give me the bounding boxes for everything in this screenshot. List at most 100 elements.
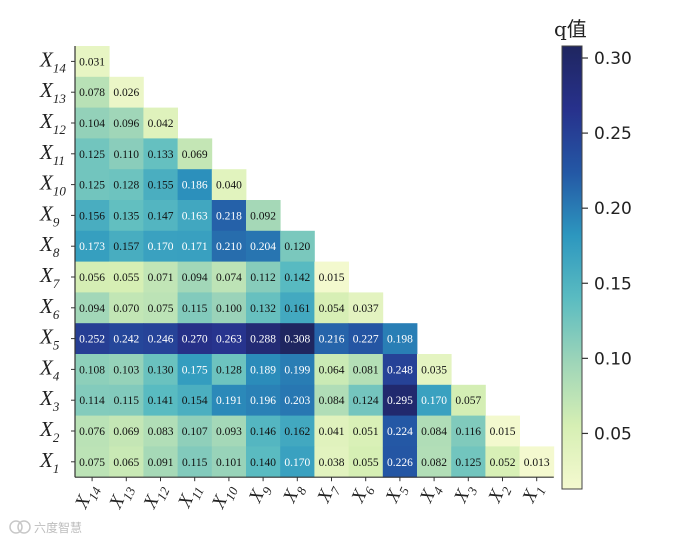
heatmap-cell (109, 230, 144, 262)
cell-value: 0.037 (353, 303, 379, 315)
label-subscript: 9 (53, 214, 60, 229)
label-subscript: 10 (222, 484, 241, 503)
cell-value: 0.170 (284, 457, 310, 469)
heatmap-cell (177, 446, 213, 478)
heatmap-cell (382, 384, 418, 416)
watermark-text: 六度智慧 (34, 520, 82, 535)
cell-value: 0.196 (250, 395, 276, 407)
heatmap-cell (348, 323, 384, 355)
label-subscript: 1 (53, 461, 60, 476)
heatmap-cell (75, 107, 110, 139)
column-label: X8 (279, 480, 310, 508)
label-base: X (39, 355, 54, 379)
colorbar-title: q值 (554, 17, 587, 41)
heatmap-cell (280, 230, 315, 262)
colorbar-tick-label: 0.20 (594, 199, 632, 219)
cell-value: 0.056 (79, 272, 105, 284)
cell-value: 0.108 (79, 364, 105, 376)
cell-value: 0.140 (250, 457, 276, 469)
cell-value: 0.191 (216, 395, 242, 407)
cell-value: 0.270 (182, 334, 208, 346)
label-subscript: 13 (53, 91, 67, 106)
cell-value: 0.065 (113, 457, 139, 469)
heatmap-cell (314, 446, 349, 478)
heatmap-cell (246, 323, 281, 355)
colorbar-tick-label: 0.25 (594, 124, 632, 144)
heatmap-cell (143, 169, 178, 201)
heatmap-cell (211, 354, 247, 386)
cell-value: 0.075 (148, 303, 174, 315)
colorbar-tick-label: 0.10 (594, 349, 632, 369)
cell-value: 0.295 (387, 395, 413, 407)
cell-value: 0.107 (182, 426, 208, 438)
heatmap-cell (348, 415, 384, 447)
heatmap-cell (177, 169, 213, 201)
cell-value: 0.094 (182, 272, 208, 284)
heatmap-cell (177, 415, 213, 447)
cell-value: 0.104 (79, 118, 105, 130)
cell-value: 0.103 (113, 364, 139, 376)
heatmap-cell (211, 415, 247, 447)
column-label: X12 (139, 480, 173, 514)
cell-value: 0.154 (182, 395, 208, 407)
cell-value: 0.198 (387, 334, 413, 346)
row-label: X6 (39, 294, 60, 322)
heatmap-cell-labels: 0.031 0.078 0.026 0.104 0.096 0.042 0.125 0.110… (79, 56, 550, 468)
row-label: X9 (39, 201, 60, 229)
heatmap-cell (143, 107, 178, 139)
cell-value: 0.189 (250, 364, 276, 376)
cell-value: 0.157 (113, 241, 139, 253)
cell-value: 0.155 (148, 180, 174, 192)
column-label: X14 (71, 480, 105, 514)
heatmap-cell (451, 446, 486, 478)
cell-value: 0.071 (148, 272, 174, 284)
label-subscript: 4 (53, 368, 60, 383)
cell-value: 0.116 (456, 426, 482, 438)
cell-value: 0.041 (319, 426, 345, 438)
cell-value: 0.093 (216, 426, 242, 438)
column-label: X1 (518, 480, 549, 508)
heatmap-cell (451, 384, 486, 416)
label-base: X (39, 171, 54, 195)
heatmap-cell (143, 292, 178, 324)
cell-value: 0.082 (421, 457, 447, 469)
cell-value: 0.186 (182, 180, 208, 192)
label-base: X (39, 294, 54, 318)
cell-value: 0.038 (319, 457, 345, 469)
heatmap-cell (143, 384, 178, 416)
cell-value: 0.042 (148, 118, 174, 130)
cell-value: 0.204 (250, 241, 276, 253)
label-subscript: 14 (53, 60, 67, 75)
label-subscript: 12 (53, 122, 67, 137)
cell-value: 0.252 (79, 334, 105, 346)
cell-value: 0.156 (79, 210, 105, 222)
heatmap-cell (246, 384, 281, 416)
cell-value: 0.218 (216, 210, 242, 222)
heatmap-cell (348, 292, 384, 324)
heatmap-cell (382, 323, 418, 355)
heatmap-cell (314, 415, 349, 447)
heatmap-cell (75, 46, 110, 78)
heatmap-cell (485, 415, 520, 447)
cell-value: 0.132 (250, 303, 276, 315)
heatmap-cell (143, 138, 178, 170)
cell-value: 0.248 (387, 364, 413, 376)
cell-value: 0.246 (148, 334, 174, 346)
colorbar-tick-label: 0.15 (594, 274, 632, 294)
heatmap-cell (280, 446, 315, 478)
heatmap-cell (211, 200, 247, 232)
cell-value: 0.125 (455, 457, 481, 469)
cell-value: 0.055 (113, 272, 139, 284)
cell-value: 0.115 (114, 395, 140, 407)
cell-value: 0.015 (490, 426, 516, 438)
heatmap-cell (109, 76, 144, 108)
heatmap-cell (109, 138, 144, 170)
cell-value: 0.173 (79, 241, 105, 253)
cell-value: 0.101 (216, 457, 242, 469)
cell-value: 0.170 (421, 395, 447, 407)
column-label: X4 (416, 480, 447, 508)
label-base: X (39, 417, 54, 441)
column-label: X11 (174, 480, 207, 513)
row-label: X4 (39, 355, 60, 383)
column-label: X2 (484, 480, 515, 508)
